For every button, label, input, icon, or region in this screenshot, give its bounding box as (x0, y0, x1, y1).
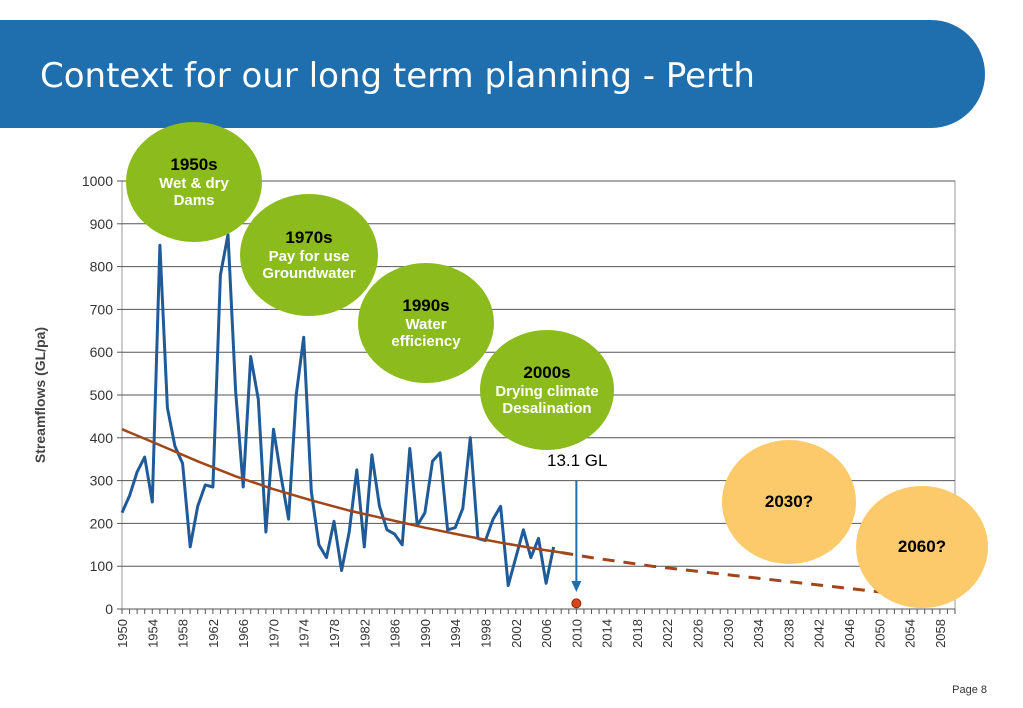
x-tick-label: 1982 (357, 619, 372, 648)
bubble-era: 2060? (897, 537, 947, 557)
y-tick-label: 500 (90, 387, 114, 403)
bubble-line: Groundwater (262, 264, 356, 282)
y-tick-label: 0 (105, 601, 113, 617)
y-tick-label: 100 (90, 558, 114, 574)
y-tick-label: 1000 (82, 173, 113, 189)
bubble-line: Pay for use (268, 247, 350, 265)
bubble-line: Dams (173, 191, 215, 209)
x-tick-label: 2058 (933, 619, 948, 648)
bubble-era: 1950s (170, 154, 218, 174)
bubble-1970s: 1970s Pay for use Groundwater (240, 194, 378, 316)
annotation-13-1-gl: 13.1 GL (547, 451, 608, 470)
x-tick-label: 2026 (691, 619, 706, 648)
x-tick-label: 1986 (388, 619, 403, 648)
x-tick-label: 1958 (176, 619, 191, 648)
title-banner: Context for our long term planning - Per… (0, 20, 985, 128)
x-tick-label: 1994 (448, 619, 463, 648)
x-tick-label: 2022 (660, 619, 675, 648)
y-tick-label: 900 (90, 216, 114, 232)
bubble-era: 1990s (402, 295, 450, 315)
bubble-line: efficiency (391, 332, 461, 350)
x-tick-label: 1954 (145, 619, 160, 648)
bubble-line: Drying climate (495, 382, 599, 400)
y-tick-label: 300 (90, 473, 114, 489)
x-tick-label: 2050 (872, 619, 887, 648)
bubble-2030: 2030? (722, 440, 856, 564)
bubble-era: 2000s (523, 362, 571, 382)
x-tick-label: 1966 (236, 619, 251, 648)
x-tick-label: 2014 (600, 619, 615, 648)
x-tick-label: 2034 (751, 619, 766, 648)
x-tick-label: 2002 (509, 619, 524, 648)
bubble-2060: 2060? (856, 486, 988, 608)
slide-title: Context for our long term planning - Per… (40, 56, 755, 96)
bubble-era: 2030? (764, 492, 814, 512)
bubble-line: Wet & dry (159, 174, 229, 192)
x-tick-label: 2046 (842, 619, 857, 648)
y-tick-label: 700 (90, 301, 114, 317)
x-tick-label: 1962 (206, 619, 221, 648)
x-tick-label: 1970 (266, 619, 281, 648)
x-tick-label: 2054 (903, 619, 918, 648)
x-tick-label: 1974 (297, 619, 312, 648)
bubble-era: 1970s (285, 227, 333, 247)
annotation-point (571, 598, 582, 609)
bubble-line: Water (405, 315, 447, 333)
x-tick-label: 1950 (115, 619, 130, 648)
x-tick-label: 2030 (721, 619, 736, 648)
bubble-1990s: 1990s Water efficiency (358, 263, 494, 383)
y-tick-label: 400 (90, 430, 114, 446)
bubble-1950s: 1950s Wet & dry Dams (126, 122, 262, 242)
annotation-arrow-head (571, 581, 582, 592)
x-tick-label: 2038 (781, 619, 796, 648)
bubble-2000s: 2000s Drying climate Desalination (480, 330, 614, 450)
x-tick-label: 1990 (418, 619, 433, 648)
bubble-line: Desalination (502, 399, 592, 417)
page-number: Page 8 (952, 684, 987, 696)
trend-line (121, 428, 562, 554)
y-tick-label: 200 (90, 515, 114, 531)
x-tick-label: 2018 (630, 619, 645, 648)
x-tick-label: 1998 (478, 619, 493, 648)
x-tick-label: 2042 (812, 619, 827, 648)
x-tick-label: 1978 (327, 619, 342, 648)
y-tick-label: 600 (90, 344, 114, 360)
x-tick-label: 2006 (539, 619, 554, 648)
y-tick-label: 800 (90, 259, 114, 275)
x-tick-label: 2010 (569, 619, 584, 648)
